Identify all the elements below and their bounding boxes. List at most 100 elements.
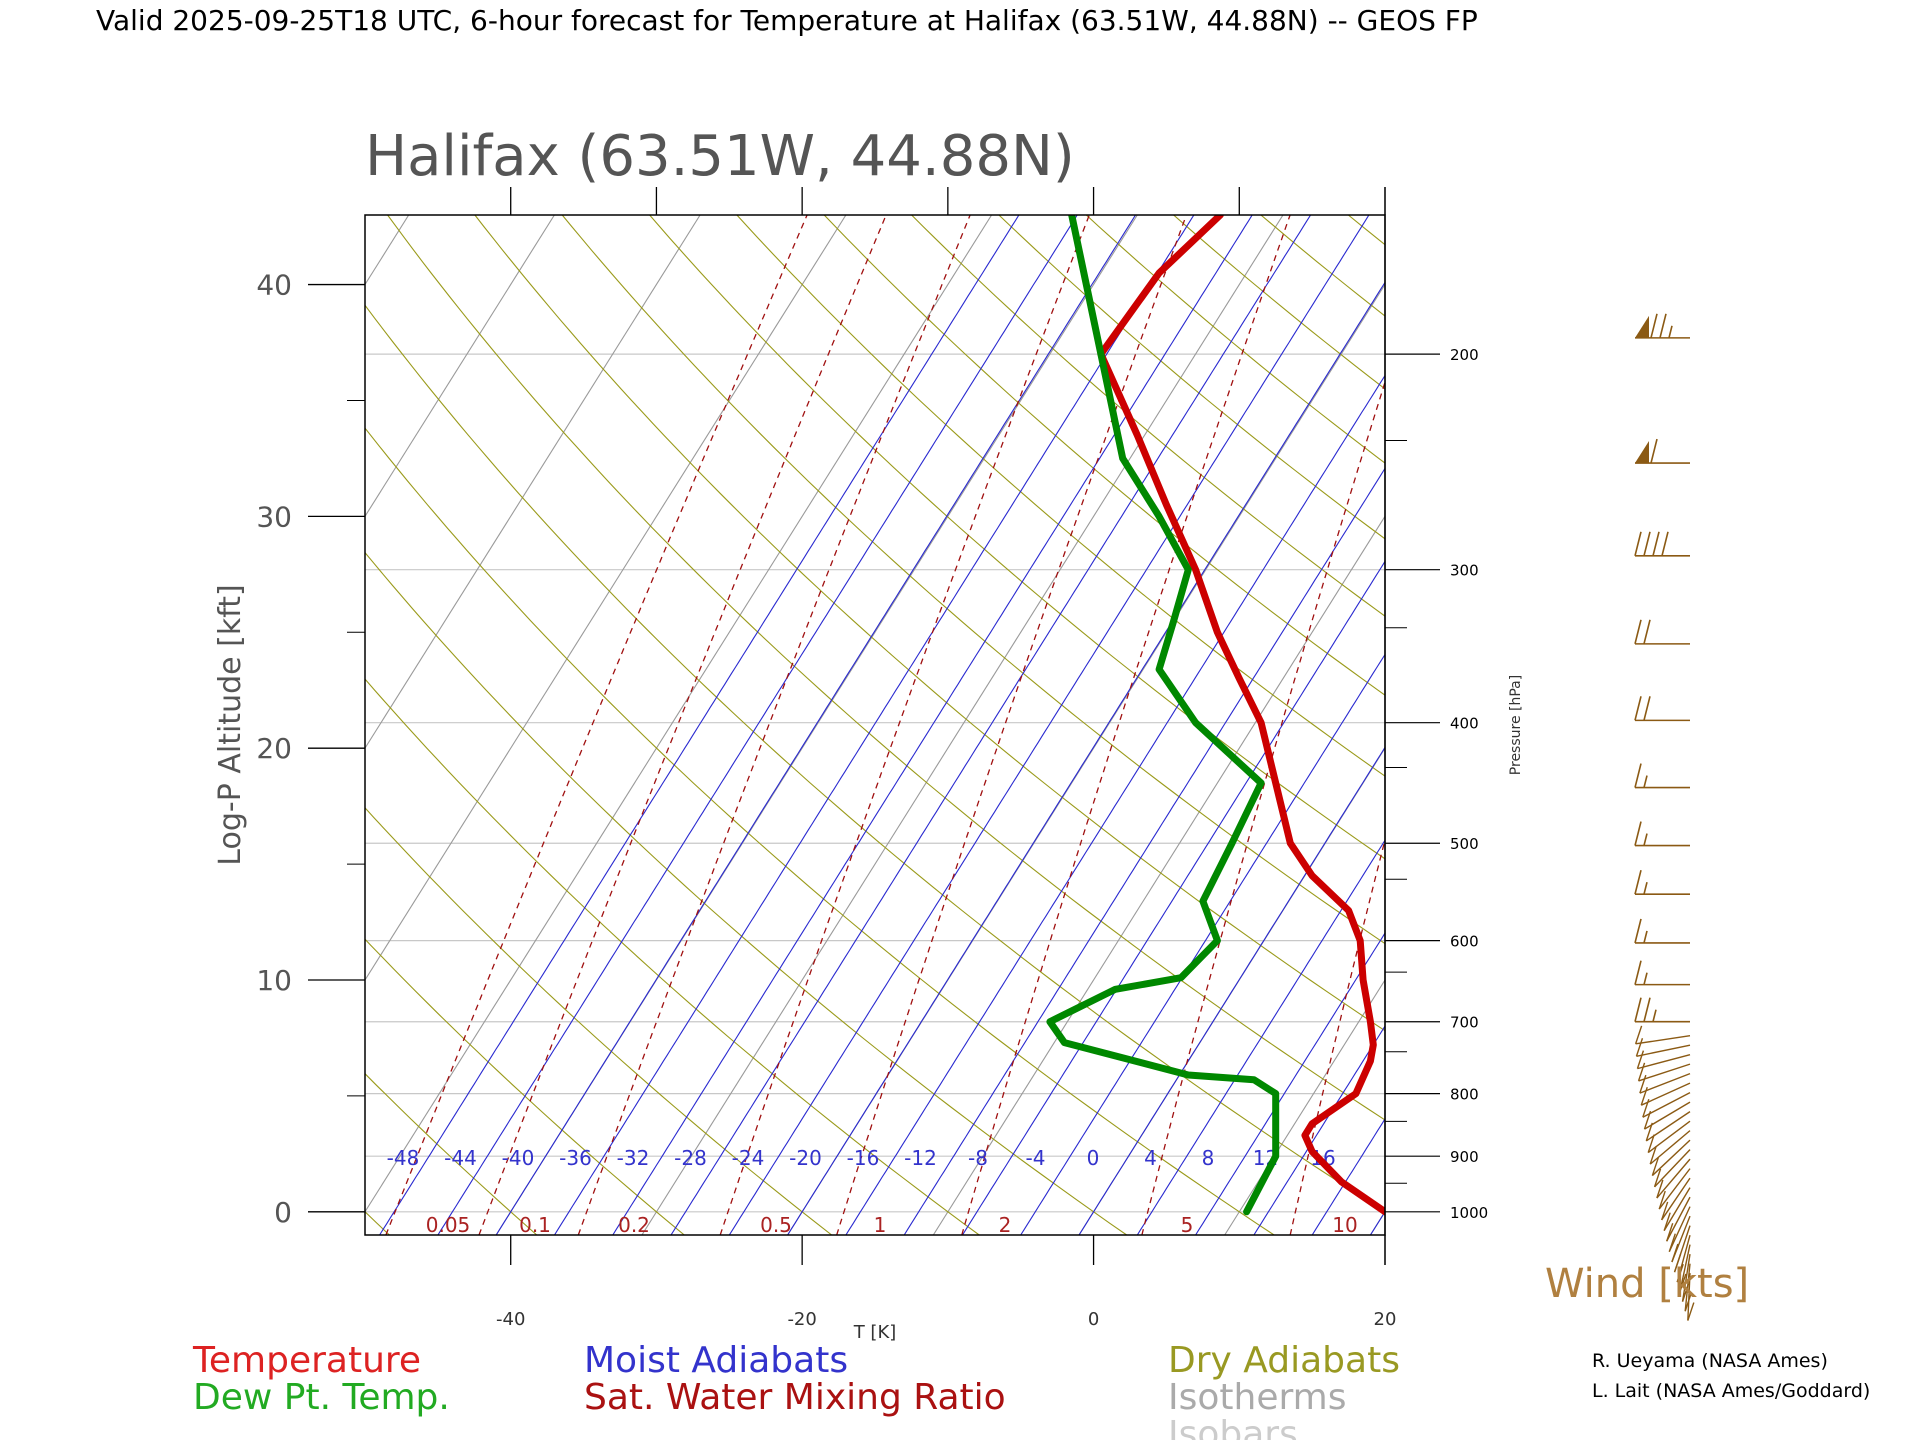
mixing-ratio-label: 10 xyxy=(1332,1213,1357,1237)
mixing-ratio-line xyxy=(385,215,808,1235)
moist-adiabat-line xyxy=(495,215,1136,1235)
dry-adiabat-line xyxy=(1610,215,1920,1235)
moist-adiabat-label: -48 xyxy=(387,1146,420,1170)
legend-item: Isobars xyxy=(1168,1414,1298,1440)
dry-adiabat-line xyxy=(387,215,1385,1121)
y-tick-label: 30 xyxy=(256,500,292,533)
dry-adiabat-line xyxy=(1173,215,1385,390)
moist-adiabat-label: -8 xyxy=(968,1146,988,1170)
wind-barb xyxy=(1635,438,1690,464)
pressure-tick-label: 400 xyxy=(1450,715,1479,733)
mixing-ratio-line xyxy=(961,215,1291,1235)
wind-barb xyxy=(1634,619,1690,645)
wind-barb xyxy=(1679,1244,1691,1293)
mixing-ratio-line xyxy=(1141,379,1385,1235)
x-tick-label: -40 xyxy=(496,1309,525,1330)
mixing-ratio-line xyxy=(1675,215,1868,1235)
mixing-ratio-line xyxy=(478,215,887,1235)
moist-adiabat-label: -36 xyxy=(559,1146,592,1170)
dry-adiabat-line xyxy=(823,215,1385,696)
dry-adiabat-line xyxy=(365,678,980,1235)
legend-item: Isotherms xyxy=(1168,1377,1346,1418)
wind-barb xyxy=(1660,1177,1691,1221)
moist-adiabat-line xyxy=(845,374,1385,1235)
wind-barb xyxy=(1635,1038,1691,1057)
wind-barb xyxy=(1639,1072,1691,1094)
wind-barb xyxy=(1668,1206,1691,1252)
wind-barb xyxy=(1653,1149,1691,1188)
wind-barb xyxy=(1651,1139,1691,1177)
isotherm-line xyxy=(365,215,993,1213)
y-tick-label: 10 xyxy=(256,964,292,997)
plot-frame xyxy=(364,214,1386,1236)
moist-adiabat-label: -24 xyxy=(732,1146,765,1170)
mixing-ratio-label: 2 xyxy=(999,1213,1012,1237)
dry-adiabat-line xyxy=(1347,215,1385,246)
dewpoint-line xyxy=(1046,215,1280,1216)
x-axis-label: T [K] xyxy=(853,1322,897,1343)
mixing-ratio-label: 0.5 xyxy=(760,1213,792,1237)
temperature-line xyxy=(1097,215,1385,1216)
mixing-ratio-line xyxy=(719,215,1090,1235)
moist-adiabat-line xyxy=(1487,215,1920,1235)
wind-barb xyxy=(1649,1130,1691,1165)
moist-adiabat-line xyxy=(1195,932,1385,1235)
x-tick-label: -20 xyxy=(787,1309,816,1330)
moist-adiabat-line xyxy=(1078,746,1385,1235)
moist-adiabat-line xyxy=(670,215,1312,1235)
dry-adiabat-line xyxy=(365,1211,390,1235)
moist-adiabat-line xyxy=(962,560,1385,1235)
dry-adiabat-line xyxy=(1523,215,1920,1235)
dry-adiabat-line xyxy=(736,215,1385,777)
pressure-tick-label: 500 xyxy=(1450,835,1479,853)
pressure-tick-label: 200 xyxy=(1450,346,1479,364)
dry-adiabat-line xyxy=(365,1072,538,1235)
dry-adiabat-line xyxy=(1085,215,1385,464)
dry-adiabat-line xyxy=(649,215,1385,860)
wind-barb xyxy=(1636,1050,1691,1070)
pressure-tick-label: 900 xyxy=(1450,1148,1479,1166)
legend-item: Dew Pt. Temp. xyxy=(193,1377,450,1418)
wind-barb xyxy=(1671,1215,1691,1263)
moist-adiabat-label: -4 xyxy=(1026,1146,1046,1170)
isotherm-line xyxy=(1224,978,1385,1235)
wind-barb xyxy=(1640,1082,1691,1106)
wind-barb xyxy=(1634,1025,1691,1045)
wind-barb xyxy=(1634,531,1690,557)
moist-adiabat-line xyxy=(903,467,1385,1235)
credit-1: R. Ueyama (NASA Ames) xyxy=(1592,1350,1828,1372)
pressure-tick-label: 1000 xyxy=(1450,1204,1488,1222)
background-lines xyxy=(365,215,1920,1235)
pressure-tick-label: 300 xyxy=(1450,562,1479,580)
moist-adiabat-label: -44 xyxy=(444,1146,477,1170)
dry-adiabat-line xyxy=(1698,215,1920,1235)
y2-axis-label: Pressure [hPa] xyxy=(1508,675,1524,775)
legend-item: Temperature xyxy=(192,1340,421,1381)
dry-adiabat-line xyxy=(998,215,1385,540)
isotherm-line xyxy=(365,215,410,286)
dry-adiabat-line xyxy=(365,938,685,1235)
isotherm-line xyxy=(365,215,701,750)
axes: -40 -20 0 200102030402003004005006007008009… xyxy=(256,187,1488,1330)
wind-barb xyxy=(1637,1062,1691,1082)
moist-adiabat-line xyxy=(1545,215,1920,1235)
moist-adiabat-line xyxy=(728,215,1370,1235)
wind-barb xyxy=(1666,1196,1691,1242)
mixing-ratio-label: 1 xyxy=(874,1213,887,1237)
moist-adiabat-line xyxy=(1662,215,1920,1235)
mixing-ratio-line xyxy=(1449,215,1687,1235)
wind-barb xyxy=(1656,1158,1691,1199)
moist-adiabat-line xyxy=(1253,1025,1385,1235)
isotherm-line xyxy=(932,515,1385,1235)
moist-adiabat-line xyxy=(1311,1117,1385,1235)
dry-adiabat-line xyxy=(365,304,1385,1213)
legend-item: Dry Adiabats xyxy=(1168,1340,1400,1381)
isotherm-line xyxy=(641,215,1284,1235)
adiabat-labels: -48 -44 -40 -36 -32 -28 -24 -20 -16 -12 -8 -4 0 4 8 12 1… xyxy=(387,1146,1358,1237)
legend-item: Sat. Water Mixing Ratio xyxy=(584,1377,1006,1418)
moist-adiabat-label: 0 xyxy=(1087,1146,1100,1170)
moist-adiabat-label: -40 xyxy=(502,1146,535,1170)
mixing-ratio-label: 0.05 xyxy=(426,1213,471,1237)
moist-adiabat-label: 4 xyxy=(1144,1146,1157,1170)
